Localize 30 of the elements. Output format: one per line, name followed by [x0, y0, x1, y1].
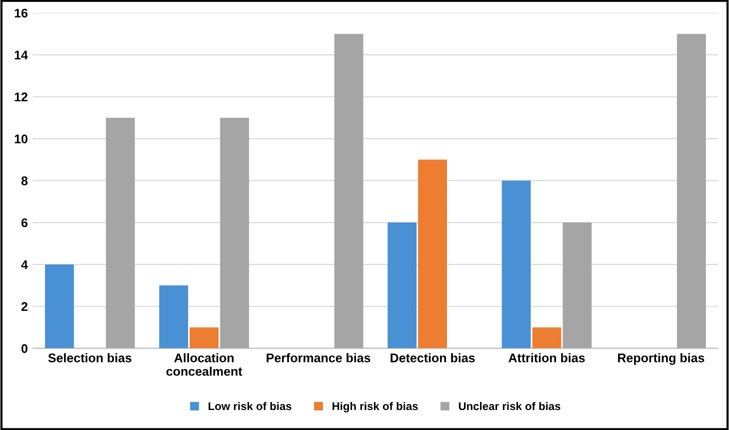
bar [106, 118, 135, 348]
bar [532, 327, 562, 348]
bar [502, 180, 531, 348]
y-tick-label: 10 [14, 134, 28, 144]
y-tick-label: 0 [21, 344, 28, 353]
bar [388, 222, 417, 348]
y-tick-label: 14 [14, 50, 28, 60]
legend-label: Unclear risk of bias [458, 402, 560, 410]
bar [44, 264, 74, 348]
y-tick-label: 12 [14, 92, 28, 102]
bar [159, 285, 188, 348]
y-tick-label: 2 [21, 302, 28, 311]
bar [190, 327, 219, 348]
bar [220, 118, 250, 348]
x-tick-label: Performance bias [266, 353, 370, 362]
x-tick-label: Reporting bias [618, 353, 704, 365]
bar [562, 222, 592, 348]
y-tick-label: 6 [21, 218, 28, 228]
bar [334, 34, 364, 348]
bar [676, 34, 706, 348]
legend-label: High risk of bias [332, 402, 418, 412]
y-tick-label: 16 [14, 8, 28, 18]
x-tick-label: Detection bias [390, 353, 475, 362]
y-tick-label: 8 [21, 176, 28, 186]
x-tick-label: Allocation concealment [166, 353, 242, 376]
x-tick-label: Attrition bias [508, 353, 585, 362]
x-tick-label: Selection bias [48, 353, 132, 362]
bar [418, 160, 448, 348]
y-tick-label: 4 [21, 260, 28, 269]
legend-label: Low risk of bias [208, 402, 292, 410]
